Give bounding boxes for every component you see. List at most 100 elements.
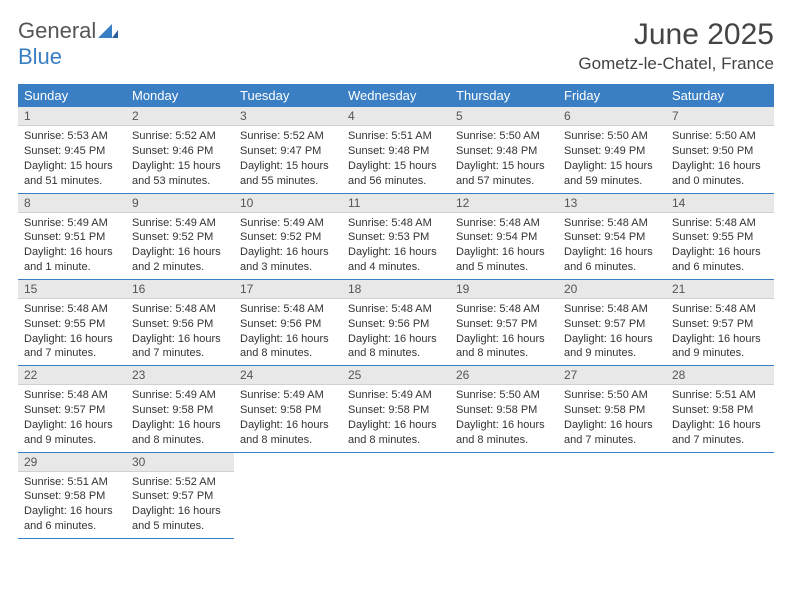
day-number: 16 (126, 280, 234, 299)
calendar-cell: 16Sunrise: 5:48 AMSunset: 9:56 PMDayligh… (126, 279, 234, 365)
day-number: 11 (342, 194, 450, 213)
day-body: Sunrise: 5:49 AMSunset: 9:58 PMDaylight:… (234, 385, 342, 451)
calendar-cell: 1Sunrise: 5:53 AMSunset: 9:45 PMDaylight… (18, 107, 126, 193)
calendar-cell: 30Sunrise: 5:52 AMSunset: 9:57 PMDayligh… (126, 452, 234, 538)
logo-mark-icon (98, 18, 118, 44)
weekday-header: Thursday (450, 84, 558, 107)
day-body: Sunrise: 5:48 AMSunset: 9:57 PMDaylight:… (450, 299, 558, 365)
day-body: Sunrise: 5:53 AMSunset: 9:45 PMDaylight:… (18, 126, 126, 192)
day-body: Sunrise: 5:52 AMSunset: 9:57 PMDaylight:… (126, 472, 234, 538)
day-number: 20 (558, 280, 666, 299)
weekday-header: Saturday (666, 84, 774, 107)
weekday-header: Tuesday (234, 84, 342, 107)
day-number: 18 (342, 280, 450, 299)
day-number: 6 (558, 107, 666, 126)
day-number: 25 (342, 366, 450, 385)
day-body: Sunrise: 5:51 AMSunset: 9:48 PMDaylight:… (342, 126, 450, 192)
day-body: Sunrise: 5:48 AMSunset: 9:57 PMDaylight:… (558, 299, 666, 365)
title-block: June 2025 Gometz-le-Chatel, France (578, 18, 774, 74)
day-body: Sunrise: 5:48 AMSunset: 9:55 PMDaylight:… (666, 213, 774, 279)
day-number: 14 (666, 194, 774, 213)
day-number: 10 (234, 194, 342, 213)
calendar-table: Sunday Monday Tuesday Wednesday Thursday… (18, 84, 774, 539)
day-number: 7 (666, 107, 774, 126)
day-body: Sunrise: 5:48 AMSunset: 9:54 PMDaylight:… (450, 213, 558, 279)
day-body: Sunrise: 5:49 AMSunset: 9:58 PMDaylight:… (342, 385, 450, 451)
weekday-header: Wednesday (342, 84, 450, 107)
calendar-cell: 15Sunrise: 5:48 AMSunset: 9:55 PMDayligh… (18, 279, 126, 365)
calendar-cell: 5Sunrise: 5:50 AMSunset: 9:48 PMDaylight… (450, 107, 558, 193)
calendar-cell (234, 452, 342, 538)
day-body: Sunrise: 5:48 AMSunset: 9:56 PMDaylight:… (234, 299, 342, 365)
day-number: 24 (234, 366, 342, 385)
calendar-cell: 26Sunrise: 5:50 AMSunset: 9:58 PMDayligh… (450, 366, 558, 452)
day-number: 5 (450, 107, 558, 126)
calendar-cell: 4Sunrise: 5:51 AMSunset: 9:48 PMDaylight… (342, 107, 450, 193)
page-header: General Blue June 2025 Gometz-le-Chatel,… (18, 18, 774, 74)
day-body: Sunrise: 5:52 AMSunset: 9:47 PMDaylight:… (234, 126, 342, 192)
day-body: Sunrise: 5:49 AMSunset: 9:51 PMDaylight:… (18, 213, 126, 279)
calendar-cell: 17Sunrise: 5:48 AMSunset: 9:56 PMDayligh… (234, 279, 342, 365)
weekday-header-row: Sunday Monday Tuesday Wednesday Thursday… (18, 84, 774, 107)
calendar-cell: 12Sunrise: 5:48 AMSunset: 9:54 PMDayligh… (450, 193, 558, 279)
day-body: Sunrise: 5:48 AMSunset: 9:56 PMDaylight:… (126, 299, 234, 365)
day-number: 29 (18, 453, 126, 472)
calendar-cell: 9Sunrise: 5:49 AMSunset: 9:52 PMDaylight… (126, 193, 234, 279)
calendar-row: 15Sunrise: 5:48 AMSunset: 9:55 PMDayligh… (18, 279, 774, 365)
logo-text-blue: Blue (18, 44, 62, 69)
day-body: Sunrise: 5:48 AMSunset: 9:56 PMDaylight:… (342, 299, 450, 365)
calendar-cell: 25Sunrise: 5:49 AMSunset: 9:58 PMDayligh… (342, 366, 450, 452)
calendar-cell (342, 452, 450, 538)
day-body: Sunrise: 5:50 AMSunset: 9:58 PMDaylight:… (450, 385, 558, 451)
logo-text: General Blue (18, 18, 118, 70)
calendar-cell: 2Sunrise: 5:52 AMSunset: 9:46 PMDaylight… (126, 107, 234, 193)
calendar-cell (666, 452, 774, 538)
day-number: 27 (558, 366, 666, 385)
day-body: Sunrise: 5:48 AMSunset: 9:57 PMDaylight:… (666, 299, 774, 365)
calendar-cell: 18Sunrise: 5:48 AMSunset: 9:56 PMDayligh… (342, 279, 450, 365)
day-number: 17 (234, 280, 342, 299)
day-body: Sunrise: 5:50 AMSunset: 9:48 PMDaylight:… (450, 126, 558, 192)
logo-text-general: General (18, 18, 96, 43)
calendar-row: 29Sunrise: 5:51 AMSunset: 9:58 PMDayligh… (18, 452, 774, 538)
calendar-row: 1Sunrise: 5:53 AMSunset: 9:45 PMDaylight… (18, 107, 774, 193)
calendar-cell: 24Sunrise: 5:49 AMSunset: 9:58 PMDayligh… (234, 366, 342, 452)
calendar-cell: 10Sunrise: 5:49 AMSunset: 9:52 PMDayligh… (234, 193, 342, 279)
day-number: 19 (450, 280, 558, 299)
day-body: Sunrise: 5:49 AMSunset: 9:58 PMDaylight:… (126, 385, 234, 451)
day-body: Sunrise: 5:50 AMSunset: 9:50 PMDaylight:… (666, 126, 774, 192)
day-number: 9 (126, 194, 234, 213)
calendar-cell (558, 452, 666, 538)
calendar-cell: 11Sunrise: 5:48 AMSunset: 9:53 PMDayligh… (342, 193, 450, 279)
calendar-cell: 28Sunrise: 5:51 AMSunset: 9:58 PMDayligh… (666, 366, 774, 452)
day-number: 3 (234, 107, 342, 126)
month-title: June 2025 (578, 18, 774, 52)
calendar-cell: 29Sunrise: 5:51 AMSunset: 9:58 PMDayligh… (18, 452, 126, 538)
day-number: 28 (666, 366, 774, 385)
calendar-cell: 14Sunrise: 5:48 AMSunset: 9:55 PMDayligh… (666, 193, 774, 279)
calendar-cell: 21Sunrise: 5:48 AMSunset: 9:57 PMDayligh… (666, 279, 774, 365)
day-number: 13 (558, 194, 666, 213)
day-body: Sunrise: 5:48 AMSunset: 9:55 PMDaylight:… (18, 299, 126, 365)
day-body: Sunrise: 5:49 AMSunset: 9:52 PMDaylight:… (234, 213, 342, 279)
calendar-row: 8Sunrise: 5:49 AMSunset: 9:51 PMDaylight… (18, 193, 774, 279)
weekday-header: Friday (558, 84, 666, 107)
day-number: 4 (342, 107, 450, 126)
calendar-cell: 27Sunrise: 5:50 AMSunset: 9:58 PMDayligh… (558, 366, 666, 452)
day-number: 8 (18, 194, 126, 213)
day-number: 15 (18, 280, 126, 299)
day-body: Sunrise: 5:49 AMSunset: 9:52 PMDaylight:… (126, 213, 234, 279)
calendar-cell (450, 452, 558, 538)
weekday-header: Sunday (18, 84, 126, 107)
calendar-cell: 8Sunrise: 5:49 AMSunset: 9:51 PMDaylight… (18, 193, 126, 279)
day-body: Sunrise: 5:51 AMSunset: 9:58 PMDaylight:… (666, 385, 774, 451)
day-body: Sunrise: 5:48 AMSunset: 9:57 PMDaylight:… (18, 385, 126, 451)
day-body: Sunrise: 5:48 AMSunset: 9:53 PMDaylight:… (342, 213, 450, 279)
day-body: Sunrise: 5:50 AMSunset: 9:49 PMDaylight:… (558, 126, 666, 192)
day-number: 22 (18, 366, 126, 385)
day-number: 12 (450, 194, 558, 213)
calendar-cell: 19Sunrise: 5:48 AMSunset: 9:57 PMDayligh… (450, 279, 558, 365)
calendar-cell: 20Sunrise: 5:48 AMSunset: 9:57 PMDayligh… (558, 279, 666, 365)
day-body: Sunrise: 5:51 AMSunset: 9:58 PMDaylight:… (18, 472, 126, 538)
day-body: Sunrise: 5:48 AMSunset: 9:54 PMDaylight:… (558, 213, 666, 279)
